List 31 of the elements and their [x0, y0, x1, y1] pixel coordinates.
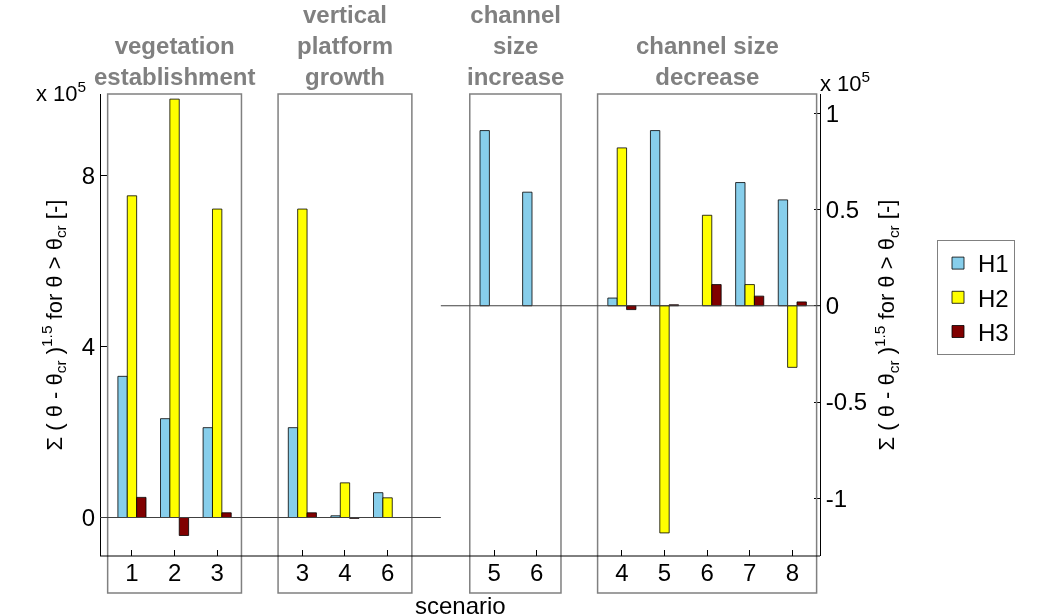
chart-title: vertical platform growth [297, 1, 393, 91]
x-tick-label: 6 [380, 559, 395, 586]
y-tick-label: 1 [825, 99, 840, 127]
x-tick-label: 4 [338, 559, 352, 586]
x-tick-label: 6 [700, 559, 714, 586]
legend-label: H3 [978, 318, 1009, 346]
x-tick-label: 7 [743, 559, 757, 586]
chart-title: channel size decrease [636, 32, 779, 91]
y-tick-label: 0 [825, 292, 840, 320]
chart-title: vegetation establishment [94, 32, 256, 91]
x-tick-label: 6 [530, 559, 544, 586]
x-tick-label: 1 [125, 559, 139, 586]
x-tick-label: 5 [657, 559, 672, 586]
y-tick-label: 0.5 [825, 195, 860, 223]
x-tick-label: 3 [210, 559, 224, 586]
y-tick-label: -1 [825, 484, 848, 512]
x-tick-label: 2 [167, 559, 182, 586]
y-tick-label: 8 [81, 161, 96, 189]
y-tick-label: 0 [81, 503, 96, 531]
y-tick-label: -0.5 [825, 388, 868, 416]
x-axis-title: scenario [415, 592, 506, 616]
legend-label: H1 [978, 250, 1009, 278]
x-tick-label: 8 [785, 559, 799, 586]
text: x 10$^{5}$ [36, 78, 87, 107]
x-tick-label: 3 [295, 559, 310, 586]
legend-label: H2 [978, 284, 1009, 312]
y-tick-label: 4 [81, 332, 96, 360]
x-tick-label: 4 [615, 559, 629, 586]
chart-title: channel size increase [467, 1, 565, 91]
x-tick-label: 5 [487, 559, 501, 586]
text: x 10$^{5}$ [820, 68, 871, 97]
